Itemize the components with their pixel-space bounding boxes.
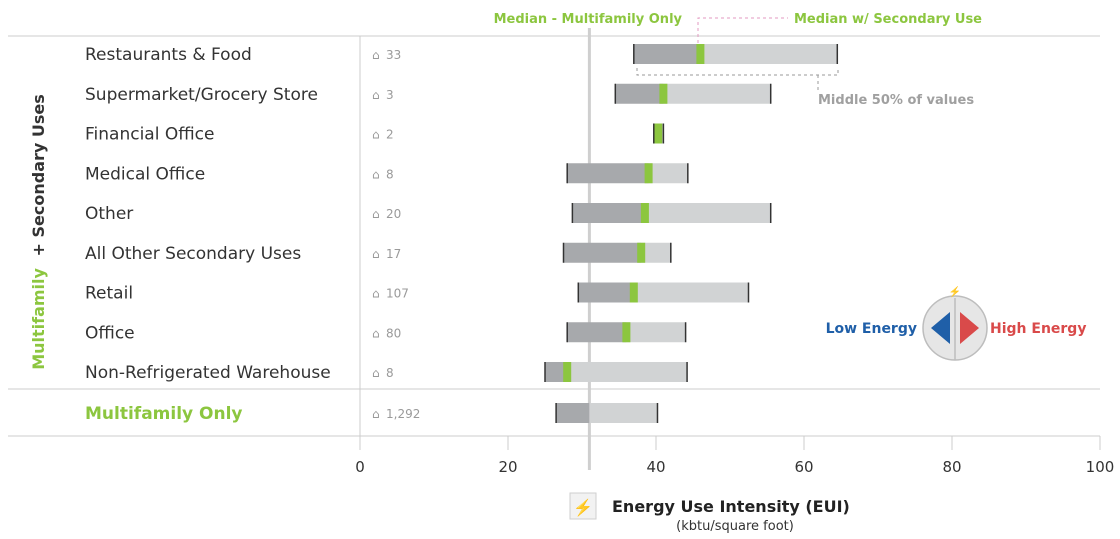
bar-lower-quartile [563,242,642,263]
building-icon: ⌂ [372,167,380,181]
category-label: Office [85,323,135,343]
x-tick-label: 40 [646,458,665,476]
category-labels-group: Restaurants & Food ⌂ 33 Supermarket/Grocery… [85,45,420,424]
axis-title-group: ⚡ Energy Use Intensity (EUI) (kbtu/squar… [569,492,850,534]
x-axis-title: Energy Use Intensity (EUI) [612,497,850,516]
bar-median-marker [640,203,649,223]
bar-median-marker [644,163,653,184]
bar-median-marker [696,44,705,64]
bar-upper-quartile [663,83,771,104]
eui-icon-box [569,492,597,520]
bolt-icon: ⚡ [949,285,961,298]
building-icon: ⌂ [372,407,380,421]
bar-lower-quartile [633,44,701,64]
count-label: 20 [386,207,401,221]
category-label: Supermarket/Grocery Store [85,85,318,105]
category-label: Non-Refrigerated Warehouse [85,363,331,383]
category-label: Restaurants & Food [85,45,252,65]
category-label: Retail [85,284,133,304]
building-icon: ⌂ [372,88,380,102]
count-label: 1,292 [386,407,420,421]
bar-lower-quartile [572,203,645,223]
high-energy-label: High Energy [990,321,1086,337]
bar-median-marker [654,123,663,144]
x-tick-label: 0 [355,458,365,476]
building-icon: ⌂ [372,207,380,221]
bar-upper-quartile [589,403,658,423]
gridlines [507,436,1101,450]
x-tick-label: 20 [498,458,517,476]
count-label: 107 [386,287,409,301]
building-icon: ⌂ [372,48,380,62]
building-icon: ⌂ [372,326,380,340]
count-label: 80 [386,326,401,340]
bar-upper-quartile [648,163,688,184]
building-icon: ⌂ [372,287,380,301]
bar-lower-quartile [578,282,634,303]
low-energy-arrow-icon [931,312,950,344]
reference-line-label: Median - Multifamily Only [494,12,683,27]
x-axis-subtitle: (kbtu/square foot) [676,519,794,534]
category-label: Medical Office [85,164,205,184]
x-tick-label: 100 [1086,458,1115,476]
category-label: Financial Office [85,125,214,145]
bar-upper-quartile [644,203,771,223]
category-label: Other [85,204,133,224]
energy-legend: Low Energy ⚡ High Energy [826,285,1086,361]
x-tick-label: 80 [942,458,961,476]
group-label-secondary: + Secondary Uses [29,94,48,256]
bar-lower-quartile [567,322,627,343]
bar-lower-quartile [556,403,590,423]
bar-lower-quartile [567,163,649,184]
count-label: 33 [386,48,401,62]
median-secondary-leader [697,17,788,43]
bar-lower-quartile [545,362,568,382]
category-label: All Other Secondary Uses [85,244,301,264]
eui-bolt-icon: ⚡ [573,498,593,517]
middle-50-bracket [636,68,839,76]
bar-upper-quartile [633,282,749,303]
bar-upper-quartile [641,242,671,263]
bar-median-marker [637,242,646,263]
low-energy-label: Low Energy [826,321,917,337]
building-icon: ⌂ [372,247,380,261]
x-axis-ticks: 0 20 40 60 80 100 [355,458,1114,476]
count-label: 8 [386,167,394,181]
x-tick-label: 60 [794,458,813,476]
bar-lower-quartile [615,83,664,104]
bar-upper-quartile [700,44,838,64]
building-icon: ⌂ [372,128,380,142]
median-secondary-annotation: Median w/ Secondary Use [794,12,982,27]
bar-median-marker [622,322,631,343]
bar-upper-quartile [567,362,688,382]
count-label: 3 [386,88,394,102]
group-label: Multifamily + Secondary Uses [29,94,48,370]
count-label: 2 [386,128,394,142]
group-label-multifamily: Multifamily [29,267,48,369]
middle-50-annotation: Middle 50% of values [818,93,974,108]
building-icon: ⌂ [372,366,380,380]
bars-group [544,44,839,423]
count-label: 8 [386,366,394,380]
high-energy-arrow-icon [960,312,979,344]
bar-median-marker [629,282,638,303]
bar-upper-quartile [626,322,686,343]
bar-median-marker [563,362,572,382]
bar-median-marker [659,83,668,104]
category-label: Multifamily Only [85,404,243,424]
count-label: 17 [386,247,401,261]
